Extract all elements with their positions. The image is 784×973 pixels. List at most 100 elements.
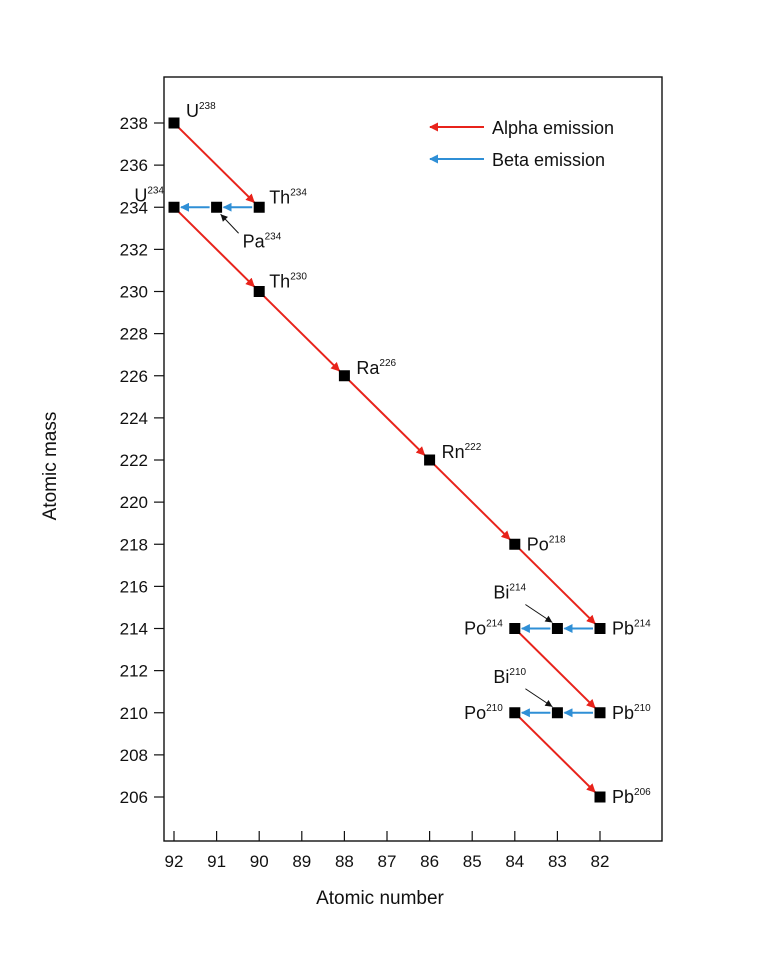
pointer-head-bi210 (544, 699, 553, 707)
label-ra226: Ra226 (356, 358, 396, 378)
x-tick-label: 85 (463, 852, 482, 871)
plot-frame (163, 76, 663, 842)
y-tick-label: 234 (120, 198, 148, 217)
label-po214-mass: 214 (486, 619, 503, 630)
y-tick-label: 216 (120, 577, 148, 596)
point-u234 (168, 201, 180, 213)
pointer-head-pa234 (220, 214, 228, 222)
label-ra226-element: Ra (356, 358, 380, 378)
label-u238: U238 (186, 101, 216, 121)
label-bi214-element: Bi (493, 583, 509, 603)
y-tick-label: 236 (120, 156, 148, 175)
label-u234-element: U (134, 185, 147, 205)
x-tick-label: 84 (505, 852, 524, 871)
y-tick-label: 206 (120, 788, 148, 807)
alpha-arrow-ra226-rn222 (348, 379, 426, 456)
legend: Alpha emission Beta emission (429, 118, 614, 170)
x-tick-label: 87 (378, 852, 397, 871)
legend-beta-label: Beta emission (492, 150, 605, 170)
isotope-points (168, 117, 606, 803)
label-th230: Th230 (269, 272, 307, 292)
alpha-arrow-u234-th230 (178, 211, 255, 288)
point-po218 (509, 538, 521, 550)
point-pb210 (594, 707, 606, 719)
label-u238-mass: 238 (199, 101, 216, 112)
label-th234: Th234 (269, 187, 307, 207)
label-po210-mass: 210 (486, 703, 503, 714)
label-pb206-element: Pb (612, 787, 634, 807)
label-po214: Po214 (464, 619, 503, 639)
y-tick-label: 208 (120, 746, 148, 765)
label-bi210-mass: 210 (509, 667, 526, 678)
label-ra226-mass: 226 (379, 358, 396, 369)
label-po218-element: Po (527, 534, 549, 554)
label-pb214-mass: 214 (634, 619, 651, 630)
isotope-labels: U238Th234Pa234U234Th230Ra226Rn222Po218Pb… (134, 101, 651, 807)
y-tick-label: 224 (120, 409, 148, 428)
y-tick-label: 238 (120, 114, 148, 133)
label-pa234-mass: 234 (265, 231, 282, 242)
label-pa234-element: Pa (243, 231, 266, 251)
point-bi210 (551, 707, 563, 719)
y-axis-title: Atomic mass (40, 412, 61, 521)
alpha-arrow-u238-th234 (178, 127, 255, 204)
y-tick-label: 230 (120, 283, 148, 302)
point-po210 (509, 707, 521, 719)
y-tick-label: 214 (120, 620, 148, 639)
y-tick-label: 232 (120, 240, 148, 259)
label-bi210: Bi210 (493, 667, 526, 687)
point-th230 (253, 286, 265, 297)
label-th230-mass: 230 (290, 272, 307, 283)
label-bi214-mass: 214 (509, 583, 526, 594)
x-tick-label: 86 (420, 852, 439, 871)
label-rn222-element: Rn (442, 442, 465, 462)
point-u238 (168, 117, 180, 129)
pointer-head-bi214 (544, 615, 553, 623)
label-pb210: Pb210 (612, 703, 651, 723)
label-th234-element: Th (269, 187, 290, 207)
x-axis: 92 91 90 89 88 87 86 85 84 83 82 (165, 831, 610, 871)
label-po218-mass: 218 (549, 534, 566, 545)
legend-alpha-label: Alpha emission (492, 118, 614, 138)
x-tick-label: 83 (548, 852, 567, 871)
label-po210-element: Po (464, 703, 486, 723)
alpha-arrow-po214-pb210 (519, 632, 596, 709)
y-tick-label: 222 (120, 451, 148, 470)
x-tick-label: 82 (591, 852, 610, 871)
label-pb214: Pb214 (612, 619, 651, 639)
y-tick-label: 218 (120, 535, 148, 554)
label-u238-element: U (186, 101, 199, 121)
point-po214 (509, 623, 521, 634)
y-tick-label: 212 (120, 662, 148, 681)
alpha-arrow-po218-pb214 (519, 548, 596, 625)
alpha-arrow-rn222-po218 (433, 464, 511, 541)
x-tick-label: 92 (165, 852, 184, 871)
point-pa234 (211, 201, 223, 213)
alpha-arrow-po210-pb206 (519, 716, 596, 793)
label-po218: Po218 (527, 534, 566, 554)
label-rn222: Rn222 (442, 442, 482, 462)
y-tick-label: 226 (120, 367, 148, 386)
x-axis-title: Atomic number (316, 888, 444, 909)
label-po214-element: Po (464, 619, 486, 639)
alpha-arrow-th230-ra226 (263, 295, 341, 372)
x-tick-label: 89 (292, 852, 311, 871)
y-tick-label: 220 (120, 493, 148, 512)
point-rn222 (424, 454, 436, 466)
y-tick-label: 228 (120, 325, 148, 344)
label-pa234: Pa234 (243, 231, 282, 251)
point-bi214 (551, 623, 563, 634)
label-rn222-mass: 222 (465, 442, 482, 453)
point-ra226 (338, 370, 350, 382)
label-bi210-element: Bi (493, 667, 509, 687)
y-tick-label: 210 (120, 704, 148, 723)
y-axis: 238 236 234 232 230 228 226 224 222 220 218 216 214 2… (120, 114, 164, 807)
label-th234-mass: 234 (290, 187, 307, 198)
label-pb210-mass: 210 (634, 703, 651, 714)
label-pb214-element: Pb (612, 619, 634, 639)
label-u234-mass: 234 (147, 185, 164, 196)
label-po210: Po210 (464, 703, 503, 723)
x-tick-label: 90 (250, 852, 269, 871)
label-bi214: Bi214 (493, 583, 526, 603)
x-tick-label: 88 (335, 852, 354, 871)
